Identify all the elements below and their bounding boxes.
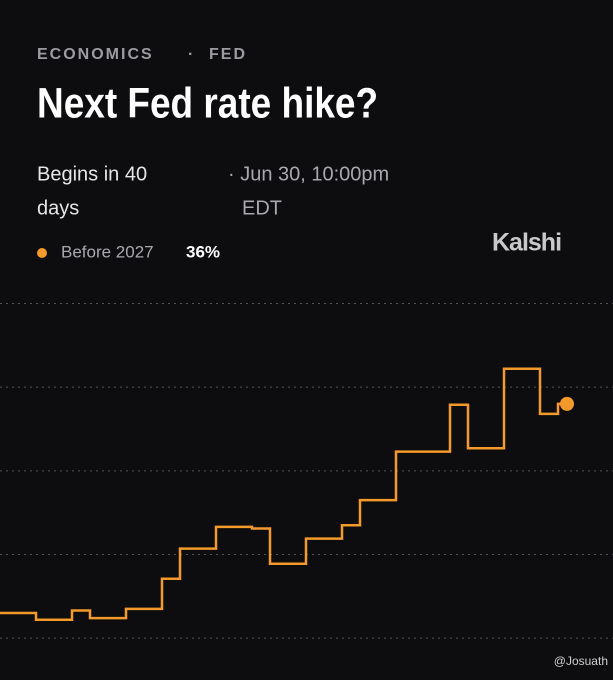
- date-line: EDT: [242, 197, 282, 219]
- title: Next Fed rate hike?: [37, 80, 378, 127]
- begins-line: Begins in 40: [37, 163, 147, 185]
- brand-logo: Kalshi: [492, 229, 561, 257]
- legend-label: Before 2027: [61, 242, 154, 261]
- begins-line: days: [37, 197, 79, 219]
- category: ECONOMICS: [37, 46, 154, 63]
- watermark: @Josuath: [554, 654, 608, 668]
- date-line: · Jun 30, 10:00pm: [228, 163, 389, 185]
- subcategory: FED: [209, 46, 247, 63]
- legend-swatch: [37, 248, 47, 258]
- separator: ·: [188, 46, 193, 63]
- legend-value: 36%: [186, 242, 220, 261]
- series-line: [0, 367, 567, 622]
- latest-point: [560, 396, 574, 411]
